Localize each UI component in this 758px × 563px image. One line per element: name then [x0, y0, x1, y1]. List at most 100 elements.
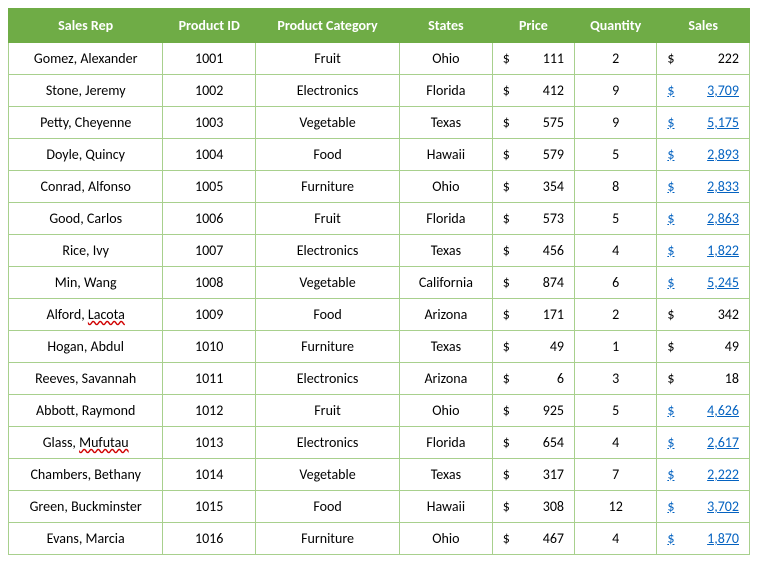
cell-product-category: Vegetable — [256, 267, 400, 299]
price-value: 575 — [543, 114, 564, 131]
cell-price: $579 — [492, 139, 574, 171]
sales-value: 1,870 — [707, 530, 739, 547]
currency-symbol: $ — [667, 242, 674, 259]
table-row: Hogan, Abdul1010FurnitureTexas$491$49 — [9, 331, 750, 363]
cell-quantity: 4 — [575, 427, 657, 459]
cell-price: $654 — [492, 427, 574, 459]
cell-state: Hawaii — [400, 139, 493, 171]
currency-symbol: $ — [503, 434, 510, 451]
cell-price: $575 — [492, 107, 574, 139]
col-header-sales: Sales — [657, 9, 750, 43]
table-row: Evans, Marcia1016FurnitureOhio$4674$1,87… — [9, 523, 750, 555]
cell-product-id: 1007 — [163, 235, 256, 267]
cell-sales-rep: Gomez, Alexander — [9, 43, 163, 75]
cell-sales[interactable]: $2,222 — [657, 459, 750, 491]
cell-sales[interactable]: $2,617 — [657, 427, 750, 459]
cell-sales[interactable]: $2,863 — [657, 203, 750, 235]
cell-price: $111 — [492, 43, 574, 75]
table-row: Green, Buckminster1015FoodHawaii$30812$3… — [9, 491, 750, 523]
table-row: Doyle, Quincy1004FoodHawaii$5795$2,893 — [9, 139, 750, 171]
cell-sales-rep: Petty, Cheyenne — [9, 107, 163, 139]
cell-product-id: 1013 — [163, 427, 256, 459]
currency-symbol: $ — [667, 146, 674, 163]
cell-sales[interactable]: $3,709 — [657, 75, 750, 107]
rep-text: Alford, — [46, 306, 87, 323]
col-header-states: States — [400, 9, 493, 43]
cell-product-category: Fruit — [256, 203, 400, 235]
table-row: Reeves, Savannah1011ElectronicsArizona$6… — [9, 363, 750, 395]
cell-product-id: 1015 — [163, 491, 256, 523]
currency-symbol: $ — [667, 338, 674, 355]
cell-sales-rep: Doyle, Quincy — [9, 139, 163, 171]
cell-state: Florida — [400, 75, 493, 107]
cell-product-category: Furniture — [256, 523, 400, 555]
cell-price: $6 — [492, 363, 574, 395]
cell-product-category: Vegetable — [256, 107, 400, 139]
cell-product-id: 1002 — [163, 75, 256, 107]
col-header-product-category: Product Category — [256, 9, 400, 43]
cell-product-category: Electronics — [256, 235, 400, 267]
sales-value: 5,175 — [707, 114, 739, 131]
cell-price: $874 — [492, 267, 574, 299]
currency-symbol: $ — [667, 274, 674, 291]
cell-sales-rep: Reeves, Savannah — [9, 363, 163, 395]
cell-price: $49 — [492, 331, 574, 363]
cell-sales[interactable]: $2,893 — [657, 139, 750, 171]
cell-sales[interactable]: $4,626 — [657, 395, 750, 427]
cell-quantity: 1 — [575, 331, 657, 363]
cell-sales-rep: Abbott, Raymond — [9, 395, 163, 427]
col-header-sales-rep: Sales Rep — [9, 9, 163, 43]
cell-sales-rep: Min, Wang — [9, 267, 163, 299]
col-header-quantity: Quantity — [575, 9, 657, 43]
currency-symbol: $ — [503, 498, 510, 515]
currency-symbol: $ — [667, 50, 674, 67]
cell-product-id: 1005 — [163, 171, 256, 203]
price-value: 456 — [543, 242, 564, 259]
sales-value: 49 — [725, 338, 739, 355]
cell-state: Hawaii — [400, 491, 493, 523]
currency-symbol: $ — [503, 370, 510, 387]
cell-product-category: Food — [256, 491, 400, 523]
cell-quantity: 4 — [575, 523, 657, 555]
table-row: Petty, Cheyenne1003VegetableTexas$5759$5… — [9, 107, 750, 139]
cell-sales[interactable]: $5,245 — [657, 267, 750, 299]
cell-product-id: 1003 — [163, 107, 256, 139]
cell-product-category: Furniture — [256, 331, 400, 363]
cell-sales[interactable]: $1,870 — [657, 523, 750, 555]
currency-symbol: $ — [503, 466, 510, 483]
currency-symbol: $ — [667, 402, 674, 419]
cell-sales[interactable]: $3,702 — [657, 491, 750, 523]
cell-sales-rep: Green, Buckminster — [9, 491, 163, 523]
cell-sales-rep: Rice, Ivy — [9, 235, 163, 267]
cell-price: $317 — [492, 459, 574, 491]
sales-value: 342 — [718, 306, 739, 323]
sales-value: 2,863 — [707, 210, 739, 227]
cell-state: Ohio — [400, 43, 493, 75]
cell-product-category: Food — [256, 299, 400, 331]
currency-symbol: $ — [667, 498, 674, 515]
price-value: 49 — [550, 338, 564, 355]
cell-sales[interactable]: $5,175 — [657, 107, 750, 139]
price-value: 579 — [543, 146, 564, 163]
price-value: 6 — [557, 370, 564, 387]
cell-product-id: 1001 — [163, 43, 256, 75]
cell-sales[interactable]: $1,822 — [657, 235, 750, 267]
currency-symbol: $ — [503, 50, 510, 67]
cell-product-category: Food — [256, 139, 400, 171]
price-value: 354 — [543, 178, 564, 195]
cell-state: Ohio — [400, 171, 493, 203]
sales-value: 4,626 — [707, 402, 739, 419]
sales-table: Sales Rep Product ID Product Category St… — [8, 8, 750, 555]
cell-sales[interactable]: $2,833 — [657, 171, 750, 203]
cell-sales-rep: Hogan, Abdul — [9, 331, 163, 363]
cell-product-id: 1009 — [163, 299, 256, 331]
cell-sales-rep: Evans, Marcia — [9, 523, 163, 555]
cell-product-category: Fruit — [256, 395, 400, 427]
table-row: Rice, Ivy1007ElectronicsTexas$4564$1,822 — [9, 235, 750, 267]
price-value: 573 — [543, 210, 564, 227]
cell-quantity: 5 — [575, 139, 657, 171]
table-row: Glass, Mufutau1013ElectronicsFlorida$654… — [9, 427, 750, 459]
sales-value: 18 — [725, 370, 739, 387]
table-row: Gomez, Alexander1001FruitOhio$1112$222 — [9, 43, 750, 75]
cell-state: Texas — [400, 331, 493, 363]
